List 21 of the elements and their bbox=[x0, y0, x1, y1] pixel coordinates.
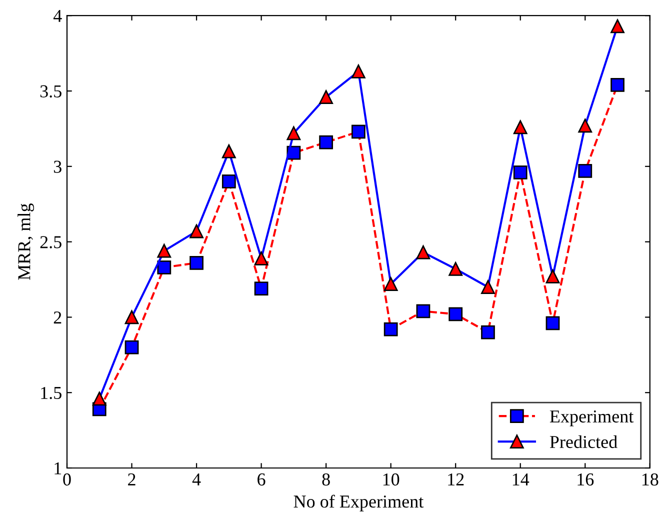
y-tick-label: 1.5 bbox=[41, 386, 62, 400]
x-tick-label: 4 bbox=[192, 474, 201, 486]
x-axis-title: No of Experiment bbox=[294, 494, 424, 512]
x-tick-label: 10 bbox=[383, 473, 400, 486]
x-tick-label: 16 bbox=[578, 473, 594, 486]
x-tick-label: 6 bbox=[258, 473, 266, 486]
x-tick-label: 18 bbox=[642, 473, 658, 486]
y-tick-label: 3.5 bbox=[40, 85, 62, 98]
x-tick-label: 2 bbox=[128, 473, 136, 486]
legend-label: Experiment bbox=[550, 410, 634, 426]
y-tick-label: 2 bbox=[54, 312, 62, 324]
y-tick-label: 1 bbox=[54, 462, 62, 474]
legend-label: Predicted bbox=[550, 435, 618, 448]
x-tick-label: 8 bbox=[322, 473, 330, 486]
x-tick-label: 14 bbox=[512, 473, 530, 486]
y-tick-label: 3 bbox=[54, 160, 62, 173]
y-tick-label: 4 bbox=[53, 10, 62, 22]
y-tick-label: 2.5 bbox=[40, 236, 62, 248]
y-axis-title: MRR, mlg bbox=[18, 204, 34, 280]
x-tick-label: 12 bbox=[448, 473, 464, 486]
x-tick-label: 0 bbox=[63, 473, 71, 486]
